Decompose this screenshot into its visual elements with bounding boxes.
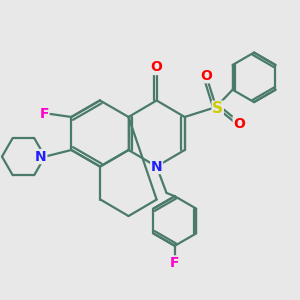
Text: F: F (40, 107, 49, 121)
Text: O: O (151, 60, 163, 74)
Text: S: S (212, 101, 223, 116)
Text: O: O (200, 69, 212, 83)
Text: N: N (35, 150, 47, 164)
Text: F: F (170, 256, 179, 270)
Text: O: O (233, 117, 245, 130)
Text: N: N (151, 160, 162, 173)
